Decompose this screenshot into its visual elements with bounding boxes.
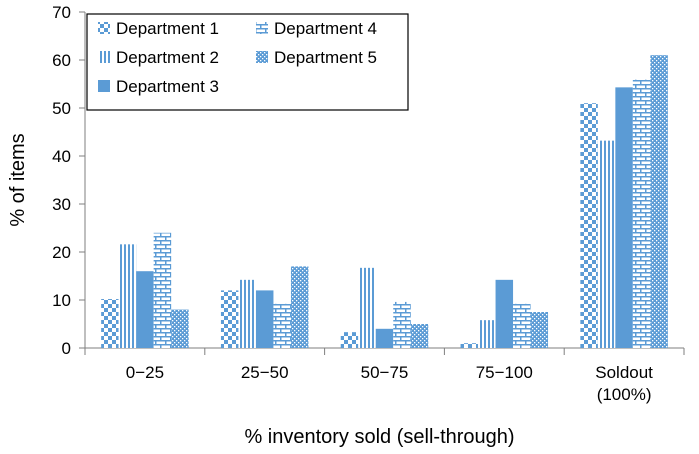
legend-label-department-3: Department 3 bbox=[116, 77, 219, 96]
y-tick-label: 20 bbox=[52, 243, 71, 262]
bar-department-2-75-100 bbox=[478, 320, 496, 348]
bar-department-4-25-50 bbox=[273, 303, 291, 348]
legend-box bbox=[86, 13, 409, 111]
bar-department-1-soldout-100 bbox=[580, 103, 598, 348]
bar-department-1-25-50 bbox=[220, 290, 239, 348]
y-tick-label: 0 bbox=[62, 339, 71, 358]
legend-swatch-department-1 bbox=[98, 22, 110, 34]
y-tick-label: 70 bbox=[52, 3, 71, 22]
bar-department-1-50-75 bbox=[340, 332, 359, 348]
x-tick-label: Soldout bbox=[595, 363, 653, 382]
bar-department-3-50-75 bbox=[375, 328, 394, 348]
y-tick-label: 50 bbox=[52, 99, 71, 118]
x-tick-label: (100%) bbox=[597, 385, 652, 404]
legend-swatch-department-3 bbox=[98, 80, 110, 92]
bar-department-4-75-100 bbox=[513, 303, 531, 348]
y-axis-title: % of items bbox=[7, 133, 29, 226]
x-tick-label: 0−25 bbox=[126, 363, 164, 382]
labels-layer: 0 10 20 30 40 50 60 70 0−25 25−50 50−75 75−100 Soldo… bbox=[7, 3, 653, 448]
legend-label-department-2: Department 2 bbox=[116, 48, 219, 67]
bar-department-5-soldout-100 bbox=[650, 55, 668, 348]
y-tick-label: 30 bbox=[52, 195, 71, 214]
x-tick-label: 25−50 bbox=[241, 363, 289, 382]
legend-label-department-1: Department 1 bbox=[116, 19, 219, 38]
x-axis-title: % inventory sold (sell-through) bbox=[244, 426, 514, 448]
bar-department-3-25-50 bbox=[255, 290, 274, 348]
legend: Department 1 Department 4 Department 2 Depa… bbox=[86, 13, 409, 111]
legend-label-department-4: Department 4 bbox=[274, 19, 377, 38]
bar-department-5-0-25 bbox=[171, 309, 189, 348]
y-tick-label: 10 bbox=[52, 291, 71, 310]
bar-department-2-0-25 bbox=[118, 244, 137, 348]
legend-swatch-department-2 bbox=[98, 51, 110, 63]
x-tick-label: 50−75 bbox=[361, 363, 409, 382]
bar-department-3-0-25 bbox=[136, 271, 154, 348]
bar-department-1-75-100 bbox=[460, 343, 479, 348]
legend-swatch-department-4 bbox=[256, 22, 268, 34]
bar-department-3-75-100 bbox=[495, 279, 514, 348]
bar-department-2-50-75 bbox=[358, 267, 376, 348]
bar-department-2-25-50 bbox=[238, 279, 256, 348]
y-tick-label: 40 bbox=[52, 147, 71, 166]
bar-department-2-soldout-100 bbox=[597, 140, 616, 348]
bar-department-4-0-25 bbox=[153, 232, 172, 348]
bar-department-3-soldout-100 bbox=[615, 87, 633, 349]
bar-department-4-50-75 bbox=[393, 301, 411, 348]
y-tick-label: 60 bbox=[52, 51, 71, 70]
bar-department-1-0-25 bbox=[101, 299, 119, 348]
bar-department-5-75-100 bbox=[530, 312, 549, 348]
bars-layer bbox=[101, 55, 668, 349]
bar-department-5-25-50 bbox=[290, 266, 309, 348]
legend-label-department-5: Department 5 bbox=[274, 48, 377, 67]
legend-swatch-department-5 bbox=[256, 51, 268, 63]
bar-department-5-50-75 bbox=[410, 324, 429, 348]
x-tick-label: 75−100 bbox=[476, 363, 533, 382]
bar-department-4-soldout-100 bbox=[632, 79, 651, 349]
